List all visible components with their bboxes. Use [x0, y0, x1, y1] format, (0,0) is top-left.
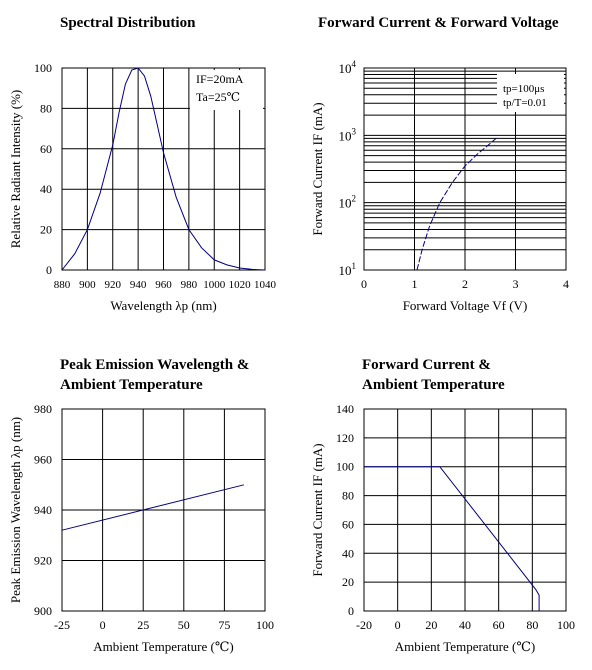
chart4-x-tick-label: 20 [425, 618, 437, 632]
chart3-x-tick-label: 0 [100, 618, 106, 632]
chart2-annotation-1: tp=100μs [503, 83, 544, 95]
chart3-x-tick-label: 100 [256, 618, 274, 632]
chart1-title: Spectral Distribution [60, 15, 196, 31]
chart3-y-tick-label: 900 [34, 604, 52, 618]
chart4-series-line [364, 466, 540, 611]
chart3-x-axis-label: Ambient Temperature (℃) [93, 639, 233, 654]
chart1-y-tick-label: 80 [40, 101, 52, 115]
chart2-y-tick-label: 104 [339, 59, 357, 76]
chart2-plot-frame [363, 67, 567, 271]
chart1-annotation-2: Ta=25℃ [196, 90, 240, 104]
chart4-x-axis-label: Ambient Temperature (℃) [395, 639, 535, 654]
chart2-title: Forward Current & Forward Voltage [318, 15, 559, 31]
chart1-y-tick-label: 20 [40, 223, 52, 237]
chart3-title-line2: Ambient Temperature [60, 377, 203, 393]
chart4-y-tick-label: 60 [342, 517, 354, 531]
chart4-x-tick-label: 40 [459, 618, 471, 632]
chart4-x-tick-label: 100 [557, 618, 575, 632]
chart3-y-tick-label: 980 [34, 402, 52, 416]
chart1-y-tick-label: 100 [34, 61, 52, 75]
chart2-x-tick-label: 2 [462, 277, 468, 291]
chart2-y-axis-label: Forward Current IF (mA) [310, 102, 325, 235]
chart3-y-axis-label: Peak Emission Wavelength λp (nm) [8, 417, 23, 603]
chart1-x-tick-label: 960 [155, 279, 172, 291]
chart2-x-tick-label: 0 [361, 277, 367, 291]
chart1-series-line [61, 67, 266, 271]
chart2-x-tick-label: 3 [513, 277, 519, 291]
chart4-y-tick-label: 40 [342, 546, 354, 560]
chart4-y-tick-label: 100 [336, 460, 354, 474]
chart1-y-tick-label: 0 [46, 263, 52, 277]
chart1-x-tick-label: 940 [130, 279, 147, 291]
chart1-annotation-1: IF=20mA [196, 72, 244, 86]
chart2-x-tick-label: 4 [563, 277, 569, 291]
chart4-title-line1: Forward Current & [362, 357, 491, 373]
chart4-x-tick-label: 60 [493, 618, 505, 632]
chart2-y-tick-label: 101 [339, 261, 357, 278]
chart1-legend-box [190, 70, 263, 110]
chart4-y-tick-label: 120 [336, 431, 354, 445]
chart4-y-tick-label: 20 [342, 575, 354, 589]
chart2-legend-box [497, 74, 564, 112]
chart1-y-axis-label: Relative Radiant Intensity (%) [8, 90, 23, 248]
chart4-y-tick-label: 140 [336, 402, 354, 416]
chart1-x-tick-label: 900 [79, 279, 96, 291]
chart4-x-tick-label: 0 [395, 618, 401, 632]
chart3-y-tick-label: 940 [34, 503, 52, 517]
chart4-x-tick-label: -20 [356, 618, 372, 632]
chart3-x-tick-label: 50 [178, 618, 190, 632]
chart2-x-tick-label: 1 [412, 277, 418, 291]
chart3-series-line [61, 484, 245, 531]
chart3-x-tick-label: -25 [54, 618, 70, 632]
chart2-series-line [416, 136, 499, 271]
chart2-x-axis-label: Forward Voltage Vf (V) [403, 298, 528, 313]
chart1-x-axis-label: Wavelength λp (nm) [110, 298, 216, 313]
chart1-x-tick-label: 1040 [254, 279, 277, 291]
chart3-plot-frame [61, 408, 266, 612]
chart1-plot-frame [61, 67, 266, 271]
chart3-x-tick-label: 25 [137, 618, 149, 632]
chart3-y-tick-label: 960 [34, 453, 52, 467]
chart1-y-tick-label: 40 [40, 182, 52, 196]
chart1-x-tick-label: 1000 [203, 279, 226, 291]
chart4-x-tick-label: 80 [526, 618, 538, 632]
chart2-y-tick-label: 103 [339, 126, 357, 143]
chart2-annotation-2: tp/T=0.01 [503, 97, 547, 109]
chart3-y-tick-label: 920 [34, 554, 52, 568]
chart3-x-tick-label: 75 [218, 618, 230, 632]
chart4-plot-frame [363, 408, 567, 612]
chart3-title-line1: Peak Emission Wavelength & [60, 357, 250, 373]
chart4-y-tick-label: 0 [348, 604, 354, 618]
chart1-x-tick-label: 880 [54, 279, 71, 291]
chart4-y-tick-label: 80 [342, 489, 354, 503]
chart1-x-tick-label: 920 [105, 279, 122, 291]
chart2-y-tick-label: 102 [339, 194, 357, 211]
chart4-title-line2: Ambient Temperature [362, 377, 505, 393]
chart1-y-tick-label: 60 [40, 142, 52, 156]
chart4-y-axis-label: Forward Current IF (mA) [310, 443, 325, 576]
chart1-x-tick-label: 980 [181, 279, 198, 291]
chart1-x-tick-label: 1020 [229, 279, 252, 291]
